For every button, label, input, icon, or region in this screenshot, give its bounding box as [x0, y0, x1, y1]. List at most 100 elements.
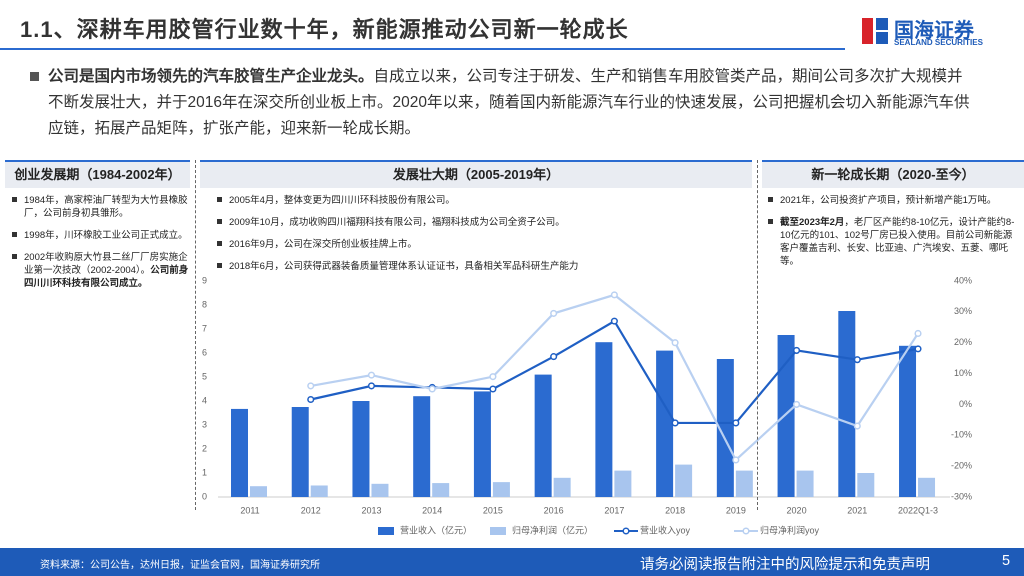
y-tick-label: 9	[202, 275, 207, 285]
y-tick-label: 1	[202, 467, 207, 477]
legend-label: 归母净利润（亿元）	[512, 524, 593, 535]
bar	[553, 477, 571, 497]
y2-tick-label: -30%	[951, 491, 972, 501]
legend-swatch	[378, 527, 394, 535]
y-tick-label: 4	[202, 395, 207, 405]
intro: 公司是国内市场领先的汽车胶管生产企业龙头。自成立以来，公司专注于研发、生产和销售…	[48, 64, 978, 142]
bar	[432, 483, 450, 497]
bar	[413, 396, 431, 497]
phase-body: 1984年，高家榨油厂转型为大竹县橡胶厂，公司前身初具雏形。 1998年，川环橡胶…	[10, 194, 190, 299]
line	[310, 319, 919, 425]
phase-header: 发展壮大期（2005-2019年）	[200, 160, 752, 188]
y2-tick-label: -10%	[951, 430, 972, 440]
line-point	[853, 356, 861, 364]
phase-item: 2016年9月，公司在深交所创业板挂牌上市。	[215, 238, 755, 251]
y-tick-label: 8	[202, 299, 207, 309]
bar	[735, 470, 753, 497]
y-tick-label: 6	[202, 347, 207, 357]
y2-tick-label: 0%	[959, 399, 972, 409]
phase-item: 2018年6月，公司获得武器装备质量管理体系认证证书，具备相关军品科研生产能力	[215, 260, 755, 273]
phase-item: 2002年收购原大竹县二丝厂厂房实施企业第一次技改（2002-2004）。公司前…	[10, 251, 190, 290]
line-point	[793, 346, 801, 354]
phase-body: 2005年4月，整体变更为四川川环科技股份有限公司。 2009年10月，成功收购四…	[215, 194, 755, 282]
line-point	[914, 329, 922, 338]
line-point	[489, 385, 497, 393]
bar	[595, 342, 613, 497]
line-point	[550, 353, 558, 361]
phase-body: 2021年，公司投资扩产项目，预计新增产能1万吨。截至2023年2月，老厂区产能…	[766, 194, 1021, 277]
source: 资料来源：公司公告，达州日报，证监会官网，国海证券研究所	[40, 560, 320, 571]
bar	[918, 477, 936, 497]
line-point	[367, 382, 376, 390]
y-tick-label: 7	[202, 323, 207, 333]
text-segment: 2005年4月，整体变更为四川川环科技股份有限公司。	[229, 195, 455, 206]
bar	[231, 408, 248, 497]
y2-tick-label: 10%	[954, 368, 972, 378]
text-segment: 公司是国内市场领先的汽车胶管生产企业龙头。	[48, 68, 374, 85]
logo-en: SEALAND SECURITIES	[894, 38, 983, 47]
x-tick-label: 2012	[301, 505, 321, 515]
y2-tick-label: 40%	[954, 275, 972, 285]
x-tick-label: 2019	[726, 505, 746, 515]
bar	[534, 374, 552, 497]
text-segment: 自成立以来，公司专注于研发、生产和销售车用胶管类产品，期间公司多次扩大规模并不断…	[48, 68, 970, 137]
legend-swatch	[742, 527, 750, 535]
line-point	[732, 456, 740, 464]
page-number: 5	[1002, 553, 1011, 569]
text-segment: 2018年6月，公司获得武器装备质量管理体系认证证书，具备相关军品科研生产能力	[229, 261, 579, 272]
text-segment: 截至2023年2月	[780, 217, 845, 228]
line-point	[428, 385, 436, 393]
line-point	[793, 400, 801, 408]
y-tick-label: 2	[202, 443, 207, 453]
x-tick-label: 2022Q1-3	[898, 505, 938, 515]
line-point	[671, 419, 679, 427]
x-tick-label: 2013	[361, 505, 381, 515]
y2-tick-label: 30%	[954, 306, 972, 316]
text-segment: 2002年收购原大竹县二丝厂厂房实施企业第一次技改（2002-2004）。	[24, 252, 188, 276]
slide-title: 1.1、深耕车用胶管行业数十年，新能源推动公司新一轮成长	[20, 17, 629, 42]
bar	[838, 311, 856, 497]
bar	[492, 482, 510, 497]
y-tick-label: 0	[202, 491, 207, 501]
x-tick-label: 2020	[787, 505, 807, 515]
separator	[757, 160, 758, 510]
phase-header: 创业发展期（1984-2002年）	[5, 160, 190, 188]
legend-label: 营业收入yoy	[640, 524, 691, 535]
line-point	[489, 373, 497, 381]
bullet	[30, 72, 39, 81]
bar	[857, 473, 875, 497]
bar	[291, 407, 309, 497]
legend-label: 营业收入（亿元）	[400, 524, 472, 535]
bar	[796, 470, 814, 497]
phase-item: 截至2023年2月，老厂区产能约8-10亿元，设计产能约8-10亿元的101、1…	[766, 216, 1021, 268]
phase-item: 1998年，川环橡胶工业公司正式成立。	[10, 229, 190, 242]
line-point	[307, 382, 315, 390]
text-segment: 2021年，公司投资扩产项目，预计新增产能1万吨。	[780, 195, 997, 206]
line-point	[671, 339, 679, 347]
y2-tick-label: -20%	[951, 461, 972, 471]
y2-tick-label: 20%	[954, 337, 972, 347]
bar	[716, 359, 734, 497]
line-point	[610, 291, 618, 299]
logo-icon	[862, 18, 888, 44]
x-tick-label: 2014	[422, 505, 442, 515]
logo-cn: 国海证券	[894, 20, 974, 42]
bar	[473, 391, 491, 497]
bar	[614, 470, 632, 497]
line-point	[914, 345, 922, 353]
y-tick-label: 5	[202, 371, 207, 381]
bar	[250, 486, 267, 497]
x-tick-label: 2017	[604, 505, 624, 515]
text-segment: 公司前身四川川环科技有限公司成立。	[24, 265, 189, 289]
bar	[675, 464, 693, 497]
line-point	[367, 371, 376, 379]
phase-item: 2005年4月，整体变更为四川川环科技股份有限公司。	[215, 194, 755, 207]
bar	[310, 485, 328, 497]
phase-header: 新一轮成长期（2020-至今）	[762, 160, 1024, 188]
legend-label: 归母净利润yoy	[760, 524, 820, 535]
bar	[899, 345, 917, 497]
phase-item: 2009年10月，成功收购四川福翔科技有限公司，福翔科技成为公司全资子公司。	[215, 216, 755, 229]
line-point	[550, 309, 558, 317]
